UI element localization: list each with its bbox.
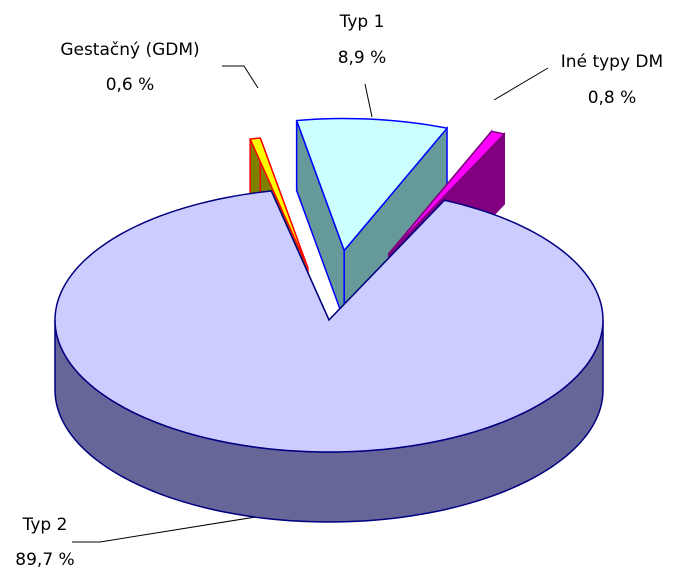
slice-label: Typ 1 [339, 12, 385, 32]
value-label: 0,8 % [588, 88, 637, 108]
pie-slice [295, 117, 449, 323]
value-label: 89,7 % [15, 550, 74, 569]
slice-top [54, 190, 604, 453]
leader-line [364, 83, 373, 118]
slice-label: Iné typy DM [561, 52, 663, 72]
slice-top [388, 130, 506, 255]
slice-label: Gestačný (GDM) [60, 40, 199, 60]
leader-line [222, 65, 259, 89]
pie-slice [54, 190, 604, 523]
value-label: 8,9 % [338, 48, 387, 68]
slice-label: Typ 2 [22, 515, 68, 535]
slice-top [295, 117, 449, 253]
leader-line [493, 67, 549, 101]
value-label: 0,6 % [106, 75, 155, 95]
slice-top [249, 137, 309, 269]
